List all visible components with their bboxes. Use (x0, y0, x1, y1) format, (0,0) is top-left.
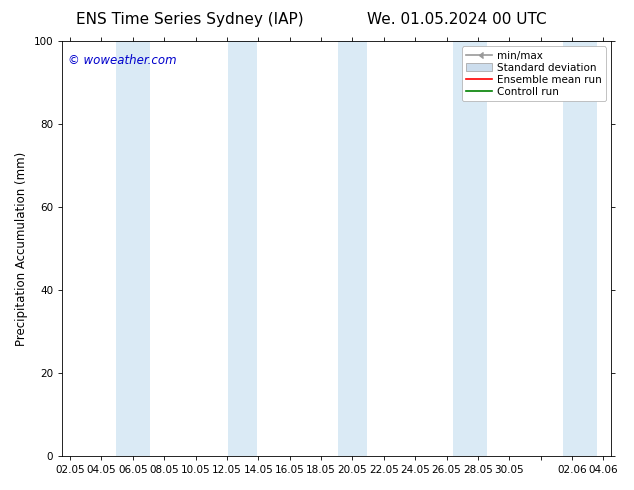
Y-axis label: Precipitation Accumulation (mm): Precipitation Accumulation (mm) (15, 151, 28, 346)
Text: © woweather.com: © woweather.com (68, 54, 176, 67)
Bar (339, 41, 366, 456)
Text: We. 01.05.2024 00 UTC: We. 01.05.2024 00 UTC (366, 12, 547, 27)
Bar (115, 41, 150, 456)
Legend: min/max, Standard deviation, Ensemble mean run, Controll run: min/max, Standard deviation, Ensemble me… (462, 47, 606, 101)
Bar (562, 41, 597, 456)
Bar (453, 41, 488, 456)
Text: ENS Time Series Sydney (IAP): ENS Time Series Sydney (IAP) (76, 12, 304, 27)
Bar (228, 41, 257, 456)
